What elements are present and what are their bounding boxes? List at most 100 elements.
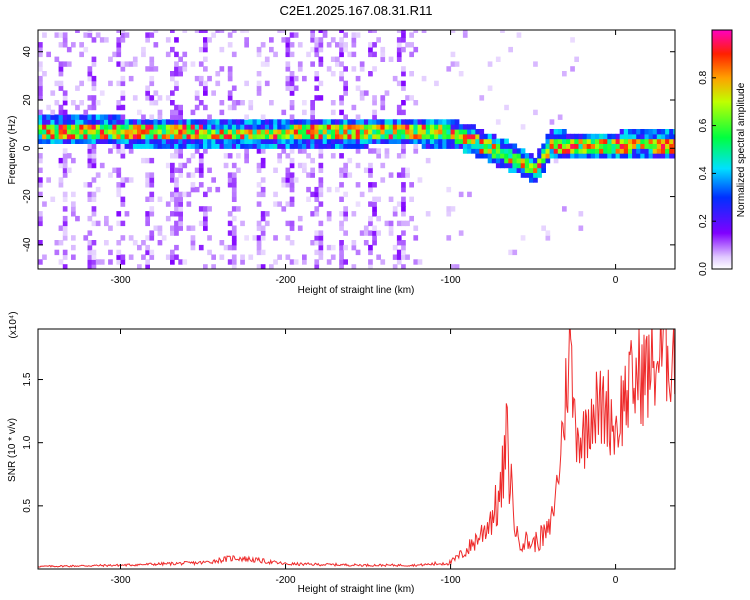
heatmap-cell (99, 259, 105, 265)
heatmap-cell (273, 138, 278, 144)
heatmap-cell (442, 138, 447, 144)
heatmap-cell (87, 254, 93, 260)
heatmap-cell (260, 162, 266, 169)
heatmap-cell (669, 148, 674, 154)
heatmap-cell (566, 133, 571, 140)
heatmap-cell (211, 129, 216, 135)
heatmap-cell (252, 143, 258, 149)
heatmap-cell (306, 119, 311, 125)
heatmap-cell (54, 100, 60, 106)
heatmap-cell (50, 90, 56, 96)
heatmap-cell (112, 167, 117, 173)
heatmap-cell (578, 211, 584, 217)
heatmap-cell (318, 37, 324, 43)
heatmap-cell (450, 143, 456, 149)
heatmap-cell (343, 230, 348, 236)
heatmap-cell (87, 264, 93, 269)
heatmap-cell (227, 129, 233, 135)
heatmap-cell (533, 109, 538, 116)
heatmap-cell (120, 138, 126, 144)
heatmap-cell (231, 215, 237, 222)
heatmap-cell (471, 124, 476, 130)
heatmap-cell (339, 264, 344, 269)
heatmap-cell (409, 182, 414, 188)
heatmap-cell (79, 133, 84, 140)
heatmap-cell (615, 143, 621, 149)
heatmap-cell (343, 124, 348, 130)
heatmap-cell (58, 162, 64, 169)
heatmap-cell (413, 259, 419, 265)
heatmap-cell (458, 71, 464, 77)
heatmap-cell (628, 138, 633, 144)
heatmap-cell (483, 153, 489, 159)
heatmap-cell (368, 259, 373, 265)
heatmap-cell (582, 133, 588, 140)
heatmap-cell (91, 143, 97, 149)
heatmap-cell (343, 211, 348, 217)
heatmap-cell (137, 138, 142, 144)
heatmap-cell (211, 264, 216, 269)
heatmap-cell (149, 56, 155, 62)
heatmap-cell (141, 119, 146, 125)
heatmap-cell (46, 177, 51, 183)
heatmap-cell (120, 143, 126, 149)
heatmap-cell (174, 114, 179, 120)
heatmap-cell (198, 133, 204, 140)
heatmap-cell (603, 153, 608, 159)
heatmap-cell (405, 138, 410, 144)
heatmap-cell (520, 148, 526, 154)
heatmap-cell (409, 215, 414, 222)
heatmap-cell (351, 244, 357, 251)
heatmap-cell (178, 138, 183, 144)
heatmap-cell (190, 244, 196, 251)
heatmap-cell (58, 32, 64, 38)
heatmap-cell (619, 148, 625, 154)
heatmap-cell (178, 206, 183, 212)
heatmap-cell (446, 143, 452, 149)
heatmap-cell (244, 129, 249, 135)
heatmap-cell (611, 153, 617, 159)
heatmap-cell (198, 46, 204, 53)
heatmap-cell (248, 254, 254, 260)
heatmap-cell (595, 138, 600, 144)
heatmap-cell (104, 114, 109, 120)
heatmap-cell (314, 119, 320, 125)
heatmap-cell (652, 143, 658, 149)
heatmap-cell (281, 177, 287, 183)
heatmap-cell (83, 133, 89, 140)
heatmap-cell (38, 51, 43, 58)
heatmap-cell (314, 186, 320, 193)
heatmap-cell (207, 114, 212, 120)
heatmap-cell (574, 56, 579, 62)
heatmap-cell (289, 157, 295, 164)
heatmap-cell (380, 124, 386, 130)
heatmap-cell (330, 138, 336, 144)
heatmap-cell (475, 138, 480, 144)
heatmap-cell (178, 196, 183, 202)
heatmap-cell (401, 46, 406, 53)
heatmap-cell (203, 264, 208, 269)
heatmap-cell (71, 206, 76, 212)
heatmap-cell (170, 196, 175, 202)
heatmap-cell (343, 215, 348, 222)
heatmap-cell (673, 143, 675, 149)
heatmap-cell (615, 133, 621, 140)
heatmap-cell (363, 143, 369, 149)
heatmap-cell (392, 124, 398, 130)
heatmap-cell (537, 157, 542, 164)
heatmap-cell (62, 215, 68, 222)
heatmap-cell (264, 129, 270, 135)
heatmap-cell (504, 162, 509, 169)
heatmap-cell (586, 138, 592, 144)
heatmap-cell (227, 133, 233, 140)
heatmap-cell (42, 32, 47, 38)
heatmap-cell (231, 240, 237, 246)
heatmap-cell (401, 30, 406, 33)
heatmap-cell (318, 124, 324, 130)
heatmap-cell (54, 119, 60, 125)
heatmap-cell (50, 119, 56, 125)
heatmap-cell (450, 124, 456, 130)
heatmap-cell (174, 124, 179, 130)
heatmap-cell (376, 196, 381, 202)
heatmap-cell (260, 225, 266, 231)
